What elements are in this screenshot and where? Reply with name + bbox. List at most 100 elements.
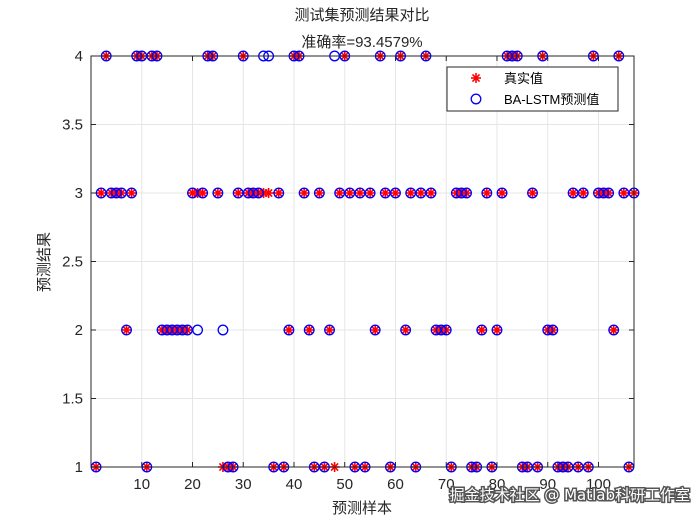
legend-circle-icon bbox=[470, 93, 482, 105]
x-tick-label: 70 bbox=[438, 476, 455, 493]
chart-title: 测试集预测结果对比 bbox=[294, 6, 429, 24]
predicted-value-point bbox=[608, 324, 620, 336]
predicted-value-point bbox=[476, 324, 488, 336]
predicted-value-point bbox=[324, 324, 335, 336]
plot-frame bbox=[90, 55, 635, 468]
predicted-value-point bbox=[598, 187, 610, 199]
true-value-point bbox=[491, 325, 502, 335]
predicted-value-point bbox=[425, 187, 437, 199]
predicted-value-point bbox=[456, 187, 467, 199]
predicted-value-point bbox=[491, 324, 503, 336]
true-value-point bbox=[212, 188, 223, 198]
y-tick-label: 4 bbox=[75, 48, 83, 65]
predicted-value-point bbox=[126, 187, 138, 199]
true-value-point bbox=[568, 188, 579, 198]
x-tick-label: 20 bbox=[184, 476, 201, 493]
chart-subtitle: 准确率=93.4579% bbox=[301, 34, 422, 51]
x-tick-label: 90 bbox=[539, 476, 556, 493]
true-value-point bbox=[126, 188, 137, 198]
true-value-point bbox=[121, 325, 132, 335]
legend-marker-true-value bbox=[471, 73, 481, 83]
predicted-value-point bbox=[121, 324, 132, 336]
true-value-point bbox=[197, 188, 208, 198]
true-value-point bbox=[233, 188, 244, 198]
predicted-value-point bbox=[283, 324, 295, 336]
true-value-point bbox=[380, 188, 391, 198]
x-tick-label: 10 bbox=[133, 476, 150, 493]
true-value-point bbox=[405, 188, 416, 198]
true-value-point bbox=[578, 188, 589, 198]
y-tick-label: 1 bbox=[75, 459, 83, 476]
predicted-value-point bbox=[212, 187, 224, 199]
true-value-point bbox=[365, 188, 376, 198]
predicted-value-point bbox=[435, 324, 447, 336]
legend-marker-predicted-value bbox=[470, 93, 482, 105]
true-value-point bbox=[299, 188, 310, 198]
legend: 真实值 BA-LSTM预测值 bbox=[446, 66, 619, 112]
true-value-point bbox=[96, 188, 107, 198]
y-tick-label: 2 bbox=[75, 322, 83, 339]
true-value-point bbox=[476, 325, 487, 335]
true-value-point bbox=[344, 188, 355, 198]
predicted-value-point bbox=[110, 187, 122, 199]
x-tick-label: 40 bbox=[286, 476, 303, 493]
predicted-value-point bbox=[192, 324, 204, 336]
x-tick-label: 80 bbox=[489, 476, 506, 493]
predicted-value-point bbox=[313, 187, 325, 199]
true-value-point bbox=[304, 325, 315, 335]
true-value-point bbox=[334, 188, 345, 198]
predicted-value-point bbox=[273, 187, 285, 199]
predicted-value-point bbox=[527, 187, 538, 199]
x-tick-label: 100 bbox=[586, 476, 611, 493]
true-value-point bbox=[481, 188, 492, 198]
predicted-value-point bbox=[440, 324, 452, 336]
predicted-value-point bbox=[603, 187, 615, 199]
true-value-point bbox=[400, 325, 411, 335]
predicted-value-point bbox=[197, 187, 209, 199]
predicted-value-point bbox=[364, 187, 376, 199]
legend-asterisk-icon bbox=[471, 73, 481, 83]
predicted-value-point bbox=[253, 187, 264, 199]
predicted-value-point bbox=[542, 324, 554, 336]
predicted-value-point bbox=[176, 324, 188, 336]
true-value-point bbox=[324, 325, 335, 335]
true-value-point bbox=[273, 188, 284, 198]
predicted-value-point bbox=[369, 324, 381, 336]
y-axis-label: 预测结果 bbox=[35, 232, 53, 292]
watermark-text: 掘金技术社区 @ Matlab科研工作室 bbox=[450, 486, 690, 504]
predicted-value-point bbox=[390, 187, 401, 199]
true-value-point bbox=[390, 188, 401, 198]
y-tick-label: 1.5 bbox=[62, 391, 83, 408]
true-value-point bbox=[370, 325, 381, 335]
tick-labels: 10 20 30 40 50 60 70 80 90 100 1 1.5 2 2.5 3 3.5 4 bbox=[62, 48, 611, 493]
predicted-value-point bbox=[577, 187, 589, 199]
x-tick-label: 50 bbox=[336, 476, 353, 493]
y-tick-label: 2.5 bbox=[62, 254, 83, 271]
true-value-point bbox=[354, 188, 365, 198]
true-value-point bbox=[608, 325, 619, 335]
predicted-value-point bbox=[298, 187, 310, 199]
x-axis-label: 预测样本 bbox=[332, 499, 392, 517]
true-value-point bbox=[283, 325, 294, 335]
true-value-point bbox=[618, 188, 629, 198]
y-tick-label: 3 bbox=[75, 185, 83, 202]
predicted-value-point bbox=[303, 324, 315, 336]
predicted-value-point bbox=[247, 187, 259, 199]
predicted-value-point bbox=[461, 187, 472, 199]
true-value-point bbox=[497, 188, 508, 198]
true-value-point bbox=[314, 188, 325, 198]
true-value-point bbox=[263, 188, 274, 198]
x-tick-label: 30 bbox=[235, 476, 252, 493]
x-tick-label: 60 bbox=[387, 476, 404, 493]
true-value-point bbox=[527, 188, 538, 198]
legend-label-predicted-value: BA-LSTM预测值 bbox=[504, 92, 599, 107]
predicted-value-point bbox=[496, 187, 508, 199]
legend-label-true-value: 真实值 bbox=[504, 71, 543, 87]
predicted-value-point bbox=[547, 324, 559, 336]
y-tick-label: 3.5 bbox=[62, 117, 83, 134]
true-value-point bbox=[415, 188, 426, 198]
gridlines bbox=[91, 55, 634, 468]
true-value-point bbox=[426, 188, 437, 198]
predicted-value-point bbox=[481, 187, 493, 199]
